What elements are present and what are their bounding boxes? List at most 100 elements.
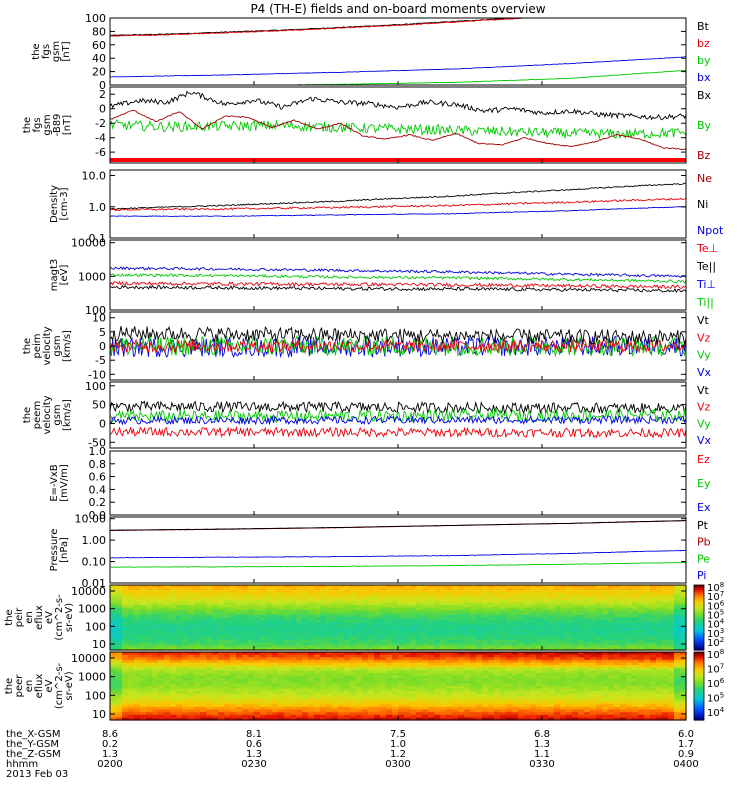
- heatmap-cell: [302, 706, 309, 711]
- heatmap-cell: [470, 602, 477, 606]
- heatmap-cell: [602, 637, 609, 641]
- heatmap-cell: [518, 665, 525, 669]
- heatmap-cell: [146, 670, 153, 674]
- heatmap-cell: [494, 620, 501, 624]
- heatmap-cell: [428, 607, 435, 611]
- heatmap-cell: [206, 600, 213, 604]
- heatmap-cell: [452, 657, 459, 661]
- heatmap-cell: [434, 709, 441, 713]
- heatmap-cell: [230, 622, 237, 626]
- heatmap-cell: [680, 617, 687, 621]
- heatmap-cell: [224, 595, 231, 599]
- heatmap-cell: [368, 680, 375, 684]
- heatmap-cell: [290, 617, 297, 621]
- heatmap-cell: [458, 667, 465, 671]
- heatmap-cell: [398, 627, 405, 631]
- y-tick-label: 10: [92, 638, 106, 651]
- colorbar-segment: [694, 643, 704, 646]
- heatmap-cell: [416, 670, 423, 674]
- heatmap-cell: [578, 637, 585, 641]
- heatmap-cell: [500, 645, 507, 649]
- heatmap-cell: [314, 667, 321, 671]
- heatmap-cell: [404, 625, 411, 629]
- heatmap-cell: [332, 620, 339, 624]
- heatmap-cell: [338, 672, 345, 677]
- heatmap-cell: [380, 615, 387, 619]
- heatmap-cell: [278, 665, 285, 669]
- heatmap-cell: [140, 612, 147, 616]
- heatmap-cell: [368, 615, 375, 619]
- heatmap-cell: [494, 701, 501, 705]
- heatmap-cell: [128, 688, 135, 692]
- heatmap-cell: [536, 672, 543, 677]
- heatmap-cell: [422, 630, 429, 634]
- heatmap-cell: [548, 585, 555, 589]
- heatmap-cell: [590, 693, 597, 698]
- heatmap-cell: [626, 632, 633, 636]
- heatmap-cell: [308, 670, 315, 674]
- y-axis-label: fgs: [41, 44, 52, 59]
- heatmap-cell: [434, 657, 441, 661]
- heatmap-cell: [206, 625, 213, 629]
- heatmap-cell: [626, 600, 633, 604]
- heatmap-cell: [188, 657, 195, 661]
- heatmap-cell: [164, 585, 171, 589]
- heatmap-cell: [188, 691, 195, 695]
- heatmap-cell: [116, 657, 123, 661]
- heatmap-cell: [392, 678, 399, 682]
- heatmap-cell: [644, 605, 651, 609]
- heatmap-cell: [566, 680, 573, 684]
- heatmap-cell: [218, 640, 225, 644]
- heatmap-cell: [254, 632, 261, 636]
- heatmap-cell: [404, 672, 411, 677]
- heatmap-cell: [446, 615, 453, 619]
- heatmap-cell: [302, 688, 309, 692]
- heatmap-cell: [452, 709, 459, 713]
- heatmap-cell: [266, 592, 273, 596]
- heatmap-cell: [284, 670, 291, 674]
- heatmap-cell: [176, 678, 183, 682]
- heatmap-cell: [656, 602, 663, 606]
- heatmap-cell: [206, 645, 213, 649]
- heatmap-cell: [410, 683, 417, 687]
- heatmap-cell: [410, 622, 417, 626]
- heatmap-cell: [440, 620, 447, 624]
- heatmap-cell: [194, 622, 201, 626]
- heatmap-cell: [662, 607, 669, 611]
- heatmap-cell: [242, 693, 249, 698]
- heatmap-cell: [554, 595, 561, 599]
- heatmap-cell: [284, 617, 291, 621]
- heatmap-cell: [152, 701, 159, 705]
- heatmap-cell: [224, 654, 231, 658]
- heatmap-cell: [458, 612, 465, 616]
- heatmap-cell: [194, 696, 201, 700]
- heatmap-cell: [572, 590, 579, 594]
- heatmap-cell: [428, 590, 435, 594]
- heatmap-cell: [470, 597, 477, 601]
- heatmap-cell: [596, 657, 603, 661]
- heatmap-cell: [566, 600, 573, 604]
- heatmap-cell: [116, 647, 123, 651]
- heatmap-cell: [674, 632, 681, 636]
- heatmap-cell: [596, 612, 603, 616]
- heatmap-cell: [524, 678, 531, 682]
- heatmap-cell: [272, 590, 279, 594]
- heatmap-cell: [212, 630, 219, 634]
- heatmap-cell: [644, 667, 651, 671]
- heatmap-cell: [116, 691, 123, 695]
- heatmap-cell: [272, 688, 279, 692]
- heatmap-cell: [380, 657, 387, 661]
- heatmap-cell: [500, 686, 507, 690]
- heatmap-cell: [332, 635, 339, 639]
- heatmap-cell: [638, 680, 645, 684]
- heatmap-cell: [368, 678, 375, 682]
- heatmap-cell: [662, 612, 669, 616]
- heatmap-cell: [668, 678, 675, 682]
- heatmap-cell: [608, 662, 615, 666]
- heatmap-cell: [362, 595, 369, 599]
- heatmap-cell: [224, 625, 231, 629]
- heatmap-cell: [254, 665, 261, 669]
- heatmap-cell: [374, 693, 381, 698]
- heatmap-cell: [500, 659, 507, 664]
- heatmap-cell: [182, 699, 189, 703]
